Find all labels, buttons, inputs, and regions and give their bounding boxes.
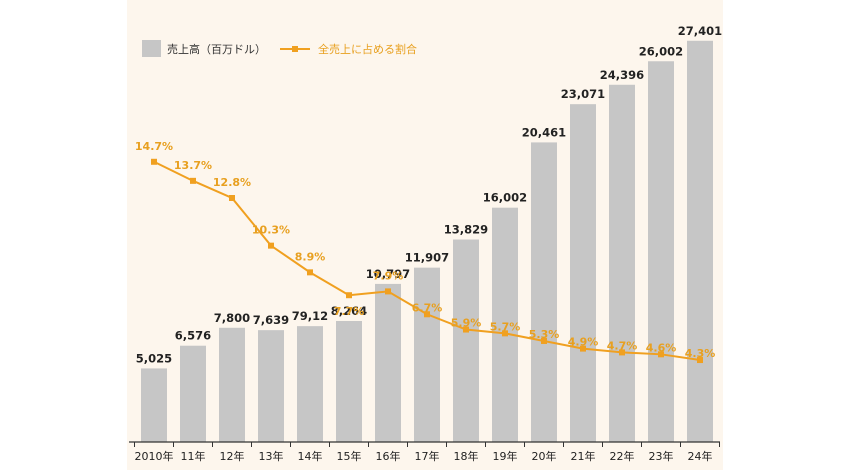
- percentage-label-5: 7.7%: [334, 305, 365, 318]
- percentage-marker-4: [307, 269, 313, 276]
- percentage-marker-0: [151, 158, 157, 165]
- x-tick-label-5: 15年: [337, 449, 362, 463]
- percentage-marker-7: [424, 311, 430, 318]
- bar-label-5: 8,264: [331, 304, 367, 318]
- bar-14: [687, 40, 713, 443]
- bar-11: [570, 104, 596, 442]
- percentage-label-6: 7.9%: [373, 269, 404, 282]
- bars-group: [141, 40, 713, 443]
- x-tick-label-13: 23年: [649, 449, 674, 463]
- chart-panel: 売上高（百万ドル） 全売上に占める割合 5,025 6,576 7,800 7,639…: [127, 0, 723, 470]
- x-tick-label-8: 18年: [454, 449, 479, 463]
- legend-bar-swatch: [142, 40, 161, 57]
- bar-label-1: 6,576: [175, 329, 211, 343]
- percentage-marker-14: [697, 357, 703, 364]
- percentage-marker-8: [463, 326, 469, 333]
- percentage-label-13: 4.6%: [646, 341, 677, 354]
- bar-9: [492, 207, 518, 442]
- percentage-marker-12: [619, 349, 625, 356]
- percentage-marker-13: [658, 351, 664, 358]
- percentage-label-14: 4.3%: [685, 347, 716, 360]
- bar-2: [219, 327, 245, 442]
- percentage-label-9: 5.7%: [490, 320, 521, 333]
- bar-10: [531, 142, 557, 442]
- percentage-label-4: 8.9%: [295, 250, 326, 263]
- percentage-marker-10: [541, 337, 547, 344]
- bar-label-4: 79,12: [292, 309, 328, 323]
- bar-6: [375, 283, 401, 442]
- percentage-marker-1: [190, 177, 196, 184]
- x-tick-label-1: 11年: [181, 449, 206, 463]
- bar-label-9: 16,002: [483, 191, 527, 205]
- x-tick-label-11: 21年: [571, 449, 596, 463]
- bar-label-10: 20,461: [522, 125, 566, 139]
- percentage-label-1: 13.7%: [174, 159, 212, 172]
- percentage-labels-group: 14.7%13.7%12.8% 10.3% 8.9% 7.7% 7.9% 6.7% 5.9%…: [135, 140, 715, 360]
- bar-label-6: 10,797: [366, 267, 410, 281]
- x-tick-label-7: 17年: [415, 449, 440, 463]
- percentage-marker-9: [502, 330, 508, 337]
- bar-1: [180, 345, 206, 442]
- bar-label-3: 7,639: [253, 313, 289, 327]
- x-tick-label-6: 16年: [376, 449, 401, 463]
- bar-13: [648, 61, 674, 442]
- percentage-marker-3: [268, 242, 274, 249]
- x-tick-label-9: 19年: [493, 449, 518, 463]
- x-tick-label-12: 22年: [610, 449, 635, 463]
- percentage-label-0: 14.7%: [135, 140, 173, 153]
- bar-label-11: 23,071: [561, 87, 605, 101]
- bar-label-8: 13,829: [444, 223, 488, 237]
- bar-5: [336, 320, 362, 442]
- percentage-marker-5: [346, 292, 352, 299]
- legend-line-label: 全売上に占める割合: [318, 42, 417, 56]
- x-tick-label-3: 13年: [259, 449, 284, 463]
- percentage-label-11: 4.9%: [568, 336, 599, 349]
- bar-label-12: 24,396: [600, 68, 644, 82]
- bar-0: [141, 368, 167, 442]
- bar-4: [297, 326, 323, 442]
- percentage-label-2: 12.8%: [213, 176, 251, 189]
- x-tick-label-0: 2010年: [135, 449, 174, 463]
- legend: 売上高（百万ドル） 全売上に占める割合: [142, 40, 417, 57]
- bar-label-2: 7,800: [214, 311, 250, 325]
- percentage-markers-group: [151, 158, 703, 364]
- bar-label-13: 26,002: [639, 44, 683, 58]
- x-tick-label-10: 20年: [532, 449, 557, 463]
- bar-3: [258, 330, 284, 442]
- percentage-label-10: 5.3%: [529, 328, 560, 341]
- bar-7: [414, 267, 440, 442]
- legend-line-marker: [292, 46, 298, 52]
- percentage-marker-2: [229, 195, 235, 201]
- x-tick-label-4: 14年: [298, 449, 323, 463]
- percentage-marker-6: [385, 288, 391, 295]
- percentage-label-12: 4.7%: [607, 339, 638, 352]
- legend-bar-label: 売上高（百万ドル）: [167, 42, 266, 56]
- percentage-label-7: 6.7%: [412, 301, 443, 314]
- percentage-marker-11: [580, 345, 586, 352]
- percentage-label-8: 5.9%: [451, 317, 482, 330]
- x-ticks-group: [134, 442, 720, 447]
- bar-12: [609, 84, 635, 442]
- x-tick-label-2: 12年: [220, 449, 245, 463]
- bar-label-7: 11,907: [405, 251, 449, 265]
- bar-label-0: 5,025: [136, 351, 172, 365]
- x-tick-labels-group: 2010年 11年 12年 13年 14年 15年 16年 17年 18年 19年 20年 21年 22…: [135, 449, 713, 463]
- x-tick-label-14: 24年: [688, 449, 713, 463]
- bar-label-14: 27,401: [678, 24, 722, 38]
- bar-8: [453, 239, 479, 442]
- percentage-label-3: 10.3%: [252, 224, 290, 237]
